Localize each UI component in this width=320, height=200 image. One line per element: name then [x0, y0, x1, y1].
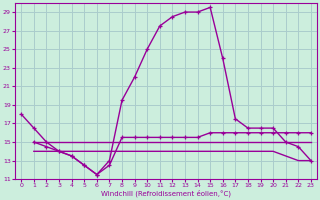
X-axis label: Windchill (Refroidissement éolien,°C): Windchill (Refroidissement éolien,°C) [101, 190, 231, 197]
